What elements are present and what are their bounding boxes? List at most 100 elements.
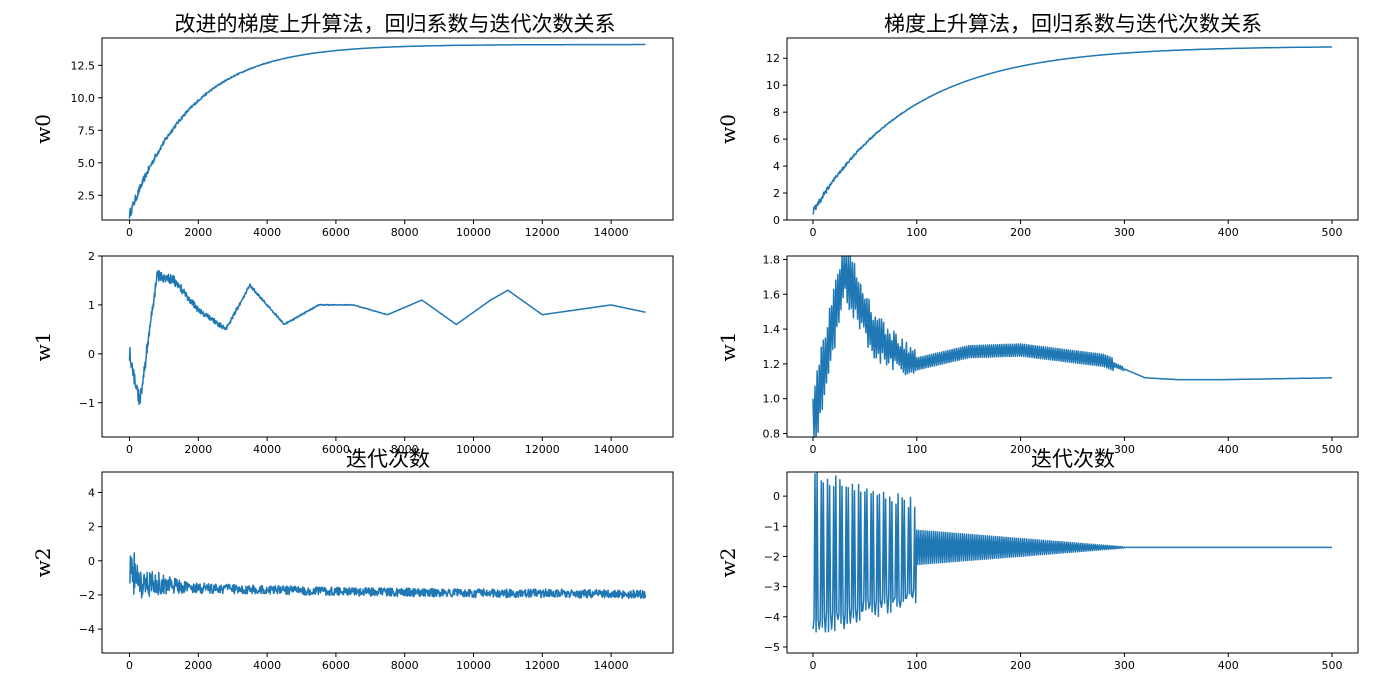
y-tick-label: 2	[88, 521, 95, 534]
x-tick-label: 10000	[456, 443, 491, 456]
series-line-right-w0	[812, 46, 1333, 215]
series-line-left-w2	[129, 552, 647, 600]
y-axis-label-left-w2: w2	[31, 548, 55, 578]
x-tick-label: 100	[906, 443, 927, 456]
x-tick-label: 400	[1218, 443, 1239, 456]
y-tick-label: −1	[79, 397, 95, 410]
y-tick-label: 8	[773, 106, 780, 119]
y-axis-label-left-w1: w1	[31, 332, 55, 362]
x-tick-label: 4000	[253, 226, 281, 239]
x-tick-label: 300	[1114, 659, 1135, 672]
y-tick-label: 5.0	[78, 157, 96, 170]
axes-frame-right-w1	[786, 255, 1359, 438]
y-tick-label: −3	[764, 581, 780, 594]
y-tick-label: 1	[88, 299, 95, 312]
y-tick-label: 2.5	[78, 189, 96, 202]
x-tick-label: 14000	[594, 443, 629, 456]
x-tick-label: 0	[126, 226, 133, 239]
chart-left-w1: 0 2000 4000 6000 8000 10000 12000 14000 −1 0 1 2 w1	[31, 250, 674, 456]
y-axis-label-right-w2: w2	[716, 548, 740, 578]
y-tick-label: 0.8	[763, 428, 781, 441]
axes-frame-right-w0	[786, 37, 1359, 221]
y-tick-label: 0	[88, 348, 95, 361]
y-tick-label: 0	[773, 490, 780, 503]
x-tick-label: 300	[1114, 443, 1135, 456]
x-tick-label: 14000	[594, 226, 629, 239]
y-tick-label: −4	[764, 611, 780, 624]
y-tick-label: 1.0	[763, 393, 781, 406]
x-tick-label: 0	[809, 659, 816, 672]
x-tick-label: 100	[906, 226, 927, 239]
y-tick-label: 10.0	[71, 92, 96, 105]
x-tick-label: 2000	[184, 226, 212, 239]
y-axis-label-left-w0: w0	[31, 114, 55, 144]
x-tick-label: 2000	[184, 659, 212, 672]
x-tick-label: 4000	[253, 443, 281, 456]
right-x-axis-label: 迭代次数	[1031, 447, 1115, 471]
series-line-right-w2	[812, 471, 1332, 633]
x-tick-label: 6000	[322, 659, 350, 672]
chart-right-w2: 0 100 200 300 400 500 −5 −4 −3 −2 −1 0 w2	[716, 471, 1359, 672]
axes-frame-left-w2	[101, 471, 674, 654]
x-tick-label: 8000	[391, 659, 419, 672]
y-tick-label: 2	[773, 187, 780, 200]
series-line-left-w0	[128, 43, 646, 219]
left-figure-title: 改进的梯度上升算法，回归系数与迭代次数关系	[175, 12, 616, 36]
x-tick-label: 0	[126, 443, 133, 456]
chart-right-w1: 0 100 200 300 400 500 0.8 1.0 1.2 1.4 1.6 1.8 w1	[716, 253, 1359, 456]
x-tick-label: 400	[1218, 226, 1239, 239]
x-tick-label: 300	[1114, 226, 1135, 239]
y-tick-label: −4	[79, 623, 95, 636]
y-tick-label: 4	[88, 486, 95, 499]
y-tick-label: 4	[773, 160, 780, 173]
y-tick-label: 7.5	[78, 124, 96, 137]
chart-right-w0: 0 100 200 300 400 500 0 2 4 6 8 10 12 w0	[716, 37, 1359, 239]
y-tick-label: 0	[773, 214, 780, 227]
x-tick-label: 12000	[525, 226, 560, 239]
x-tick-label: 4000	[253, 659, 281, 672]
y-tick-label: 1.4	[763, 323, 781, 336]
y-tick-label: 12	[766, 52, 780, 65]
y-tick-label: −2	[79, 589, 95, 602]
x-tick-label: 200	[1010, 226, 1031, 239]
x-tick-label: 500	[1322, 659, 1343, 672]
axes-frame-left-w1	[101, 255, 674, 438]
axes-frame-left-w0	[101, 37, 674, 221]
series-line-left-w1	[128, 270, 646, 406]
chart-left-w0: 0 2000 4000 6000 8000 10000 12000 14000 2.5 5.0 7.…	[31, 37, 674, 239]
chart-left-w2: 0 2000 4000 6000 8000 10000 12000 14000 −4 −2 0 2 4 w…	[31, 471, 674, 672]
x-tick-label: 14000	[594, 659, 629, 672]
y-axis-label-right-w1: w1	[716, 332, 740, 362]
y-tick-label: 10	[766, 79, 780, 92]
y-tick-label: −5	[764, 641, 780, 654]
y-tick-label: 1.2	[763, 358, 781, 371]
y-tick-label: −2	[764, 550, 780, 563]
series-line-right-w1	[812, 255, 1332, 438]
x-tick-label: 6000	[322, 443, 350, 456]
y-tick-label: −1	[764, 520, 780, 533]
x-tick-label: 12000	[525, 659, 560, 672]
right-figure-title: 梯度上升算法，回归系数与迭代次数关系	[884, 12, 1262, 36]
x-tick-label: 200	[1010, 659, 1031, 672]
x-tick-label: 100	[906, 659, 927, 672]
y-tick-label: 1.8	[763, 253, 781, 266]
y-tick-label: 6	[773, 133, 780, 146]
x-tick-label: 500	[1322, 226, 1343, 239]
x-tick-label: 10000	[456, 659, 491, 672]
x-tick-label: 8000	[391, 443, 419, 456]
x-tick-label: 200	[1010, 443, 1031, 456]
y-tick-label: 12.5	[71, 59, 96, 72]
x-tick-label: 500	[1322, 443, 1343, 456]
x-tick-label: 10000	[456, 226, 491, 239]
x-tick-label: 8000	[391, 226, 419, 239]
x-tick-label: 2000	[184, 443, 212, 456]
left-x-axis-label: 迭代次数	[346, 447, 430, 471]
axes-frame-right-w2	[786, 471, 1359, 654]
y-tick-label: 2	[88, 250, 95, 263]
x-tick-label: 400	[1218, 659, 1239, 672]
x-tick-label: 0	[809, 443, 816, 456]
y-tick-label: 1.6	[763, 288, 781, 301]
y-tick-label: 0	[88, 555, 95, 568]
x-tick-label: 0	[126, 659, 133, 672]
